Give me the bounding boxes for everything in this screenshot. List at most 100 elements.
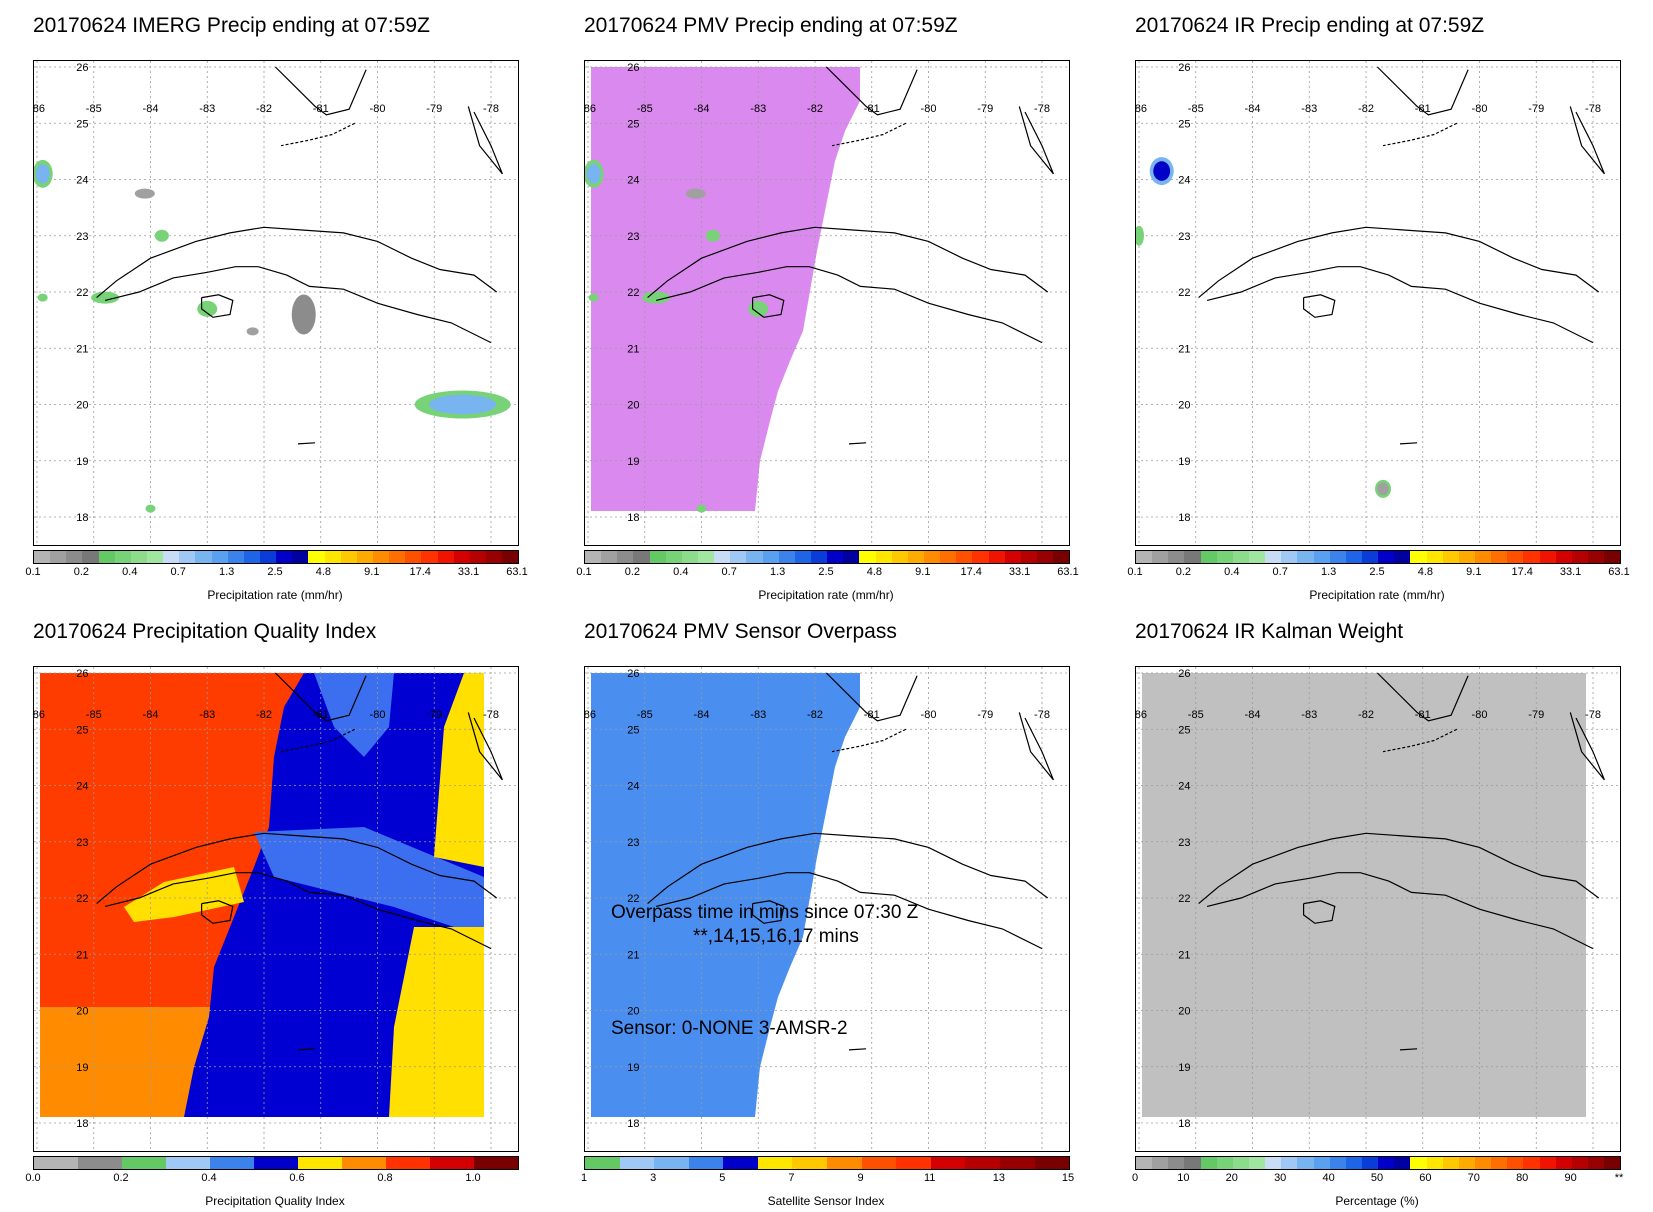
map-ir: -86 -85 -84 -83 -82 -81 -80 -79 -78 26 25 24 23 22 21 2… <box>1135 60 1621 546</box>
colorbar-swatch <box>1426 551 1443 563</box>
colorbar-swatch <box>1410 551 1427 563</box>
colorbar-label: Precipitation rate (mm/hr) <box>758 588 894 602</box>
longitude-label: -86 <box>1136 709 1147 721</box>
longitude-label: -85 <box>86 103 102 115</box>
map-sensor: -86 -85 -84 -83 -82 -81 -80 -79 -78 26 25 24 23 22 21 2… <box>584 666 1070 1152</box>
map-labels: -86 -85 -84 -83 -82 -81 -80 -79 -78 26 25 24 23 22 21 2… <box>585 62 1050 524</box>
latitude-label: 19 <box>76 456 88 468</box>
cuba-north-coast <box>1198 832 1600 905</box>
latitude-label: 23 <box>627 837 639 849</box>
colorbar-label: Satellite Sensor Index <box>767 1194 885 1208</box>
colorbar-swatch <box>98 551 115 563</box>
coastline <box>647 672 1054 1051</box>
colorbar-swatch <box>130 551 147 563</box>
colorbar-swatch <box>585 551 602 563</box>
florida-keys <box>280 728 356 753</box>
colorbar-tick-label: 1.3 <box>218 566 235 578</box>
colorbar-swatch <box>254 1157 298 1169</box>
colorbar-swatch <box>243 551 260 563</box>
colorbar <box>33 1156 519 1170</box>
latitude-label: 23 <box>627 231 639 243</box>
coastline <box>1198 66 1605 445</box>
latitude-label: 26 <box>627 62 639 74</box>
latitude-label: 24 <box>1178 781 1190 793</box>
colorbar-tick-label: 0.7 <box>1272 566 1288 578</box>
colorbar-swatch <box>1442 551 1459 563</box>
map-canvas: -86 -85 -84 -83 -82 -81 -80 -79 -78 26 25 24 23 22 21 2… <box>1136 667 1620 1151</box>
colorbar-tick-label: 1.0 <box>465 1172 481 1184</box>
colorbar-swatch <box>1313 1157 1330 1169</box>
colorbar <box>1135 550 1621 564</box>
longitude-label: -86 <box>34 709 45 721</box>
map-labels: -86 -85 -84 -83 -82 -81 -80 -79 -78 26 25 24 23 22 21 2… <box>585 668 1050 1130</box>
colorbar-swatch <box>965 1157 1000 1169</box>
colorbar-swatch <box>1587 1157 1605 1169</box>
colorbar-swatch <box>1474 551 1492 563</box>
colorbar-swatch <box>940 551 957 563</box>
bahamas-coast <box>1018 712 1054 781</box>
cuba-south-coast <box>655 266 1043 344</box>
map-labels: -86 -85 -84 -83 -82 -81 -80 -79 -78 26 25 24 23 22 21 2… <box>1136 62 1601 524</box>
panel-ir: 20170624 IR Precip ending at 07:59Z -86-… <box>1102 0 1653 606</box>
colorbar-tick-label: 20 <box>1225 1172 1238 1184</box>
latitude-label: 19 <box>627 456 639 468</box>
colorbar-swatch <box>1297 1157 1314 1169</box>
map-labels: -86 -85 -84 -83 -82 -81 -80 -79 -78 26 25 24 23 22 21 2… <box>34 62 499 524</box>
colorbar-swatch <box>827 551 844 563</box>
latitude-label: 20 <box>1178 1006 1190 1018</box>
colorbar-swatch <box>1004 551 1021 563</box>
bahamas-coast <box>1569 106 1605 175</box>
latitude-label: 18 <box>1178 512 1190 524</box>
cuba-north-coast <box>96 226 498 299</box>
colorbar-tick-label: 33.1 <box>1008 566 1031 578</box>
colorbar-swatch <box>34 1157 78 1169</box>
colorbar-swatch <box>1232 551 1249 563</box>
colorbar-label: Precipitation rate (mm/hr) <box>1309 588 1445 602</box>
colorbar-swatch <box>1474 1157 1492 1169</box>
latitude-label: 23 <box>76 231 88 243</box>
colorbar-swatch <box>681 551 698 563</box>
map-grid <box>34 667 518 1151</box>
rain-cell <box>35 164 50 184</box>
rain-cell <box>134 188 155 199</box>
colorbar-swatch <box>1361 1157 1379 1169</box>
colorbar-swatch <box>778 551 795 563</box>
panel-pqi: 20170624 Precipitation Quality Index -86… <box>0 606 551 1212</box>
panel-kalman: 20170624 IR Kalman Weight -86-85-84-83-8… <box>1102 606 1653 1212</box>
colorbar-swatch <box>1216 551 1233 563</box>
longitude-label: -85 <box>637 103 653 115</box>
colorbar-swatch <box>1571 1157 1588 1169</box>
colorbar-swatch <box>453 551 470 563</box>
colorbar-tick-label: 1 <box>580 1172 588 1184</box>
longitude-label: -79 <box>1528 103 1544 115</box>
longitude-label: -85 <box>1188 709 1204 721</box>
colorbar-swatch <box>195 551 212 563</box>
coastline <box>1198 672 1605 1051</box>
map-grid <box>1136 667 1620 1151</box>
latitude-label: 25 <box>627 724 639 736</box>
colorbar-swatch <box>405 551 422 563</box>
latitude-label: 25 <box>76 118 88 130</box>
colorbar-swatch <box>730 551 747 563</box>
colorbar <box>1135 1156 1621 1170</box>
longitude-label: -81 <box>313 103 329 115</box>
colorbar-swatch <box>469 551 486 563</box>
latitude-label: 24 <box>76 175 88 187</box>
map-labels: -86 -85 -84 -83 -82 -81 -80 -79 -78 26 25 24 23 22 21 2… <box>1136 668 1601 1130</box>
longitude-label: -84 <box>694 103 710 115</box>
longitude-label: -86 <box>34 103 45 115</box>
colorbar-tick-label: 9.1 <box>364 566 380 578</box>
colorbar-swatch <box>1587 551 1605 563</box>
colorbar-swatch <box>1523 551 1540 563</box>
longitude-label: -81 <box>1415 709 1431 721</box>
colorbar-swatch <box>1410 1157 1427 1169</box>
rain-cell <box>91 291 120 304</box>
colorbar-swatch <box>617 551 634 563</box>
longitude-label: -83 <box>1301 709 1317 721</box>
longitude-label: -82 <box>1358 709 1374 721</box>
colorbar-ticks: 0.1 0.2 0.4 0.7 1.3 2.5 4.8 9.1 17.4 33.1 63.1 <box>576 566 1078 580</box>
longitude-label: -78 <box>1034 103 1050 115</box>
colorbar-tick-label: 80 <box>1516 1172 1529 1184</box>
bahamas-coast <box>467 106 503 175</box>
longitude-label: -84 <box>143 103 159 115</box>
